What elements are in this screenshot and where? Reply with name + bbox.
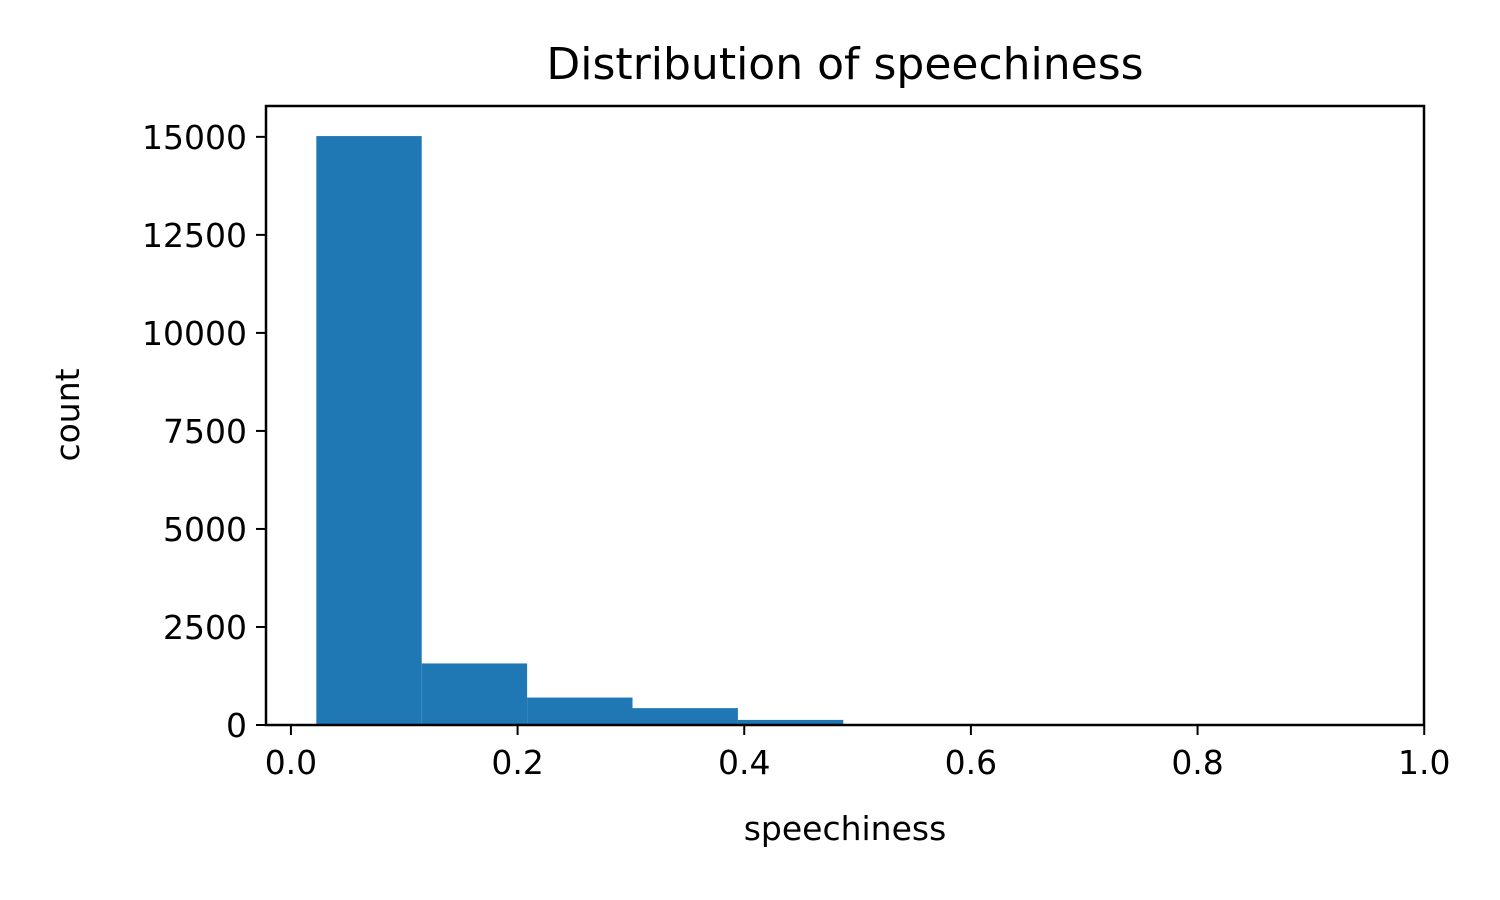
y-tick-label-6: 15000 xyxy=(142,118,247,157)
histogram-bar-0 xyxy=(316,136,422,725)
y-tick-label-2: 5000 xyxy=(163,510,247,549)
y-tick-label-0: 0 xyxy=(226,706,247,745)
y-tick-label-1: 2500 xyxy=(163,608,247,647)
histogram-bar-3 xyxy=(632,708,738,725)
x-tick-label-2: 0.4 xyxy=(718,743,770,782)
y-tick-label-3: 7500 xyxy=(163,412,247,451)
x-tick-label-5: 1.0 xyxy=(1398,743,1450,782)
histogram-bar-2 xyxy=(527,697,633,725)
y-axis-label: count xyxy=(48,368,87,461)
x-tick-label-4: 0.8 xyxy=(1171,743,1223,782)
y-tick-label-5: 12500 xyxy=(142,216,247,255)
histogram-bar-1 xyxy=(421,663,528,725)
histogram-bar-4 xyxy=(737,719,844,725)
x-tick-label-3: 0.6 xyxy=(945,743,997,782)
chart-title: Distribution of speechiness xyxy=(546,39,1143,90)
x-axis: 0.0 0.2 0.4 0.6 0.8 1.0 xyxy=(265,725,1450,782)
y-tick-label-4: 10000 xyxy=(142,314,247,353)
x-axis-label: speechiness xyxy=(744,809,947,848)
x-tick-label-1: 0.2 xyxy=(491,743,543,782)
x-tick-label-0: 0.0 xyxy=(265,743,317,782)
y-axis: 0 2500 5000 7500 10000 12500 15000 xyxy=(142,118,266,745)
plot-frame xyxy=(264,104,1426,727)
bars-layer xyxy=(316,136,1371,725)
